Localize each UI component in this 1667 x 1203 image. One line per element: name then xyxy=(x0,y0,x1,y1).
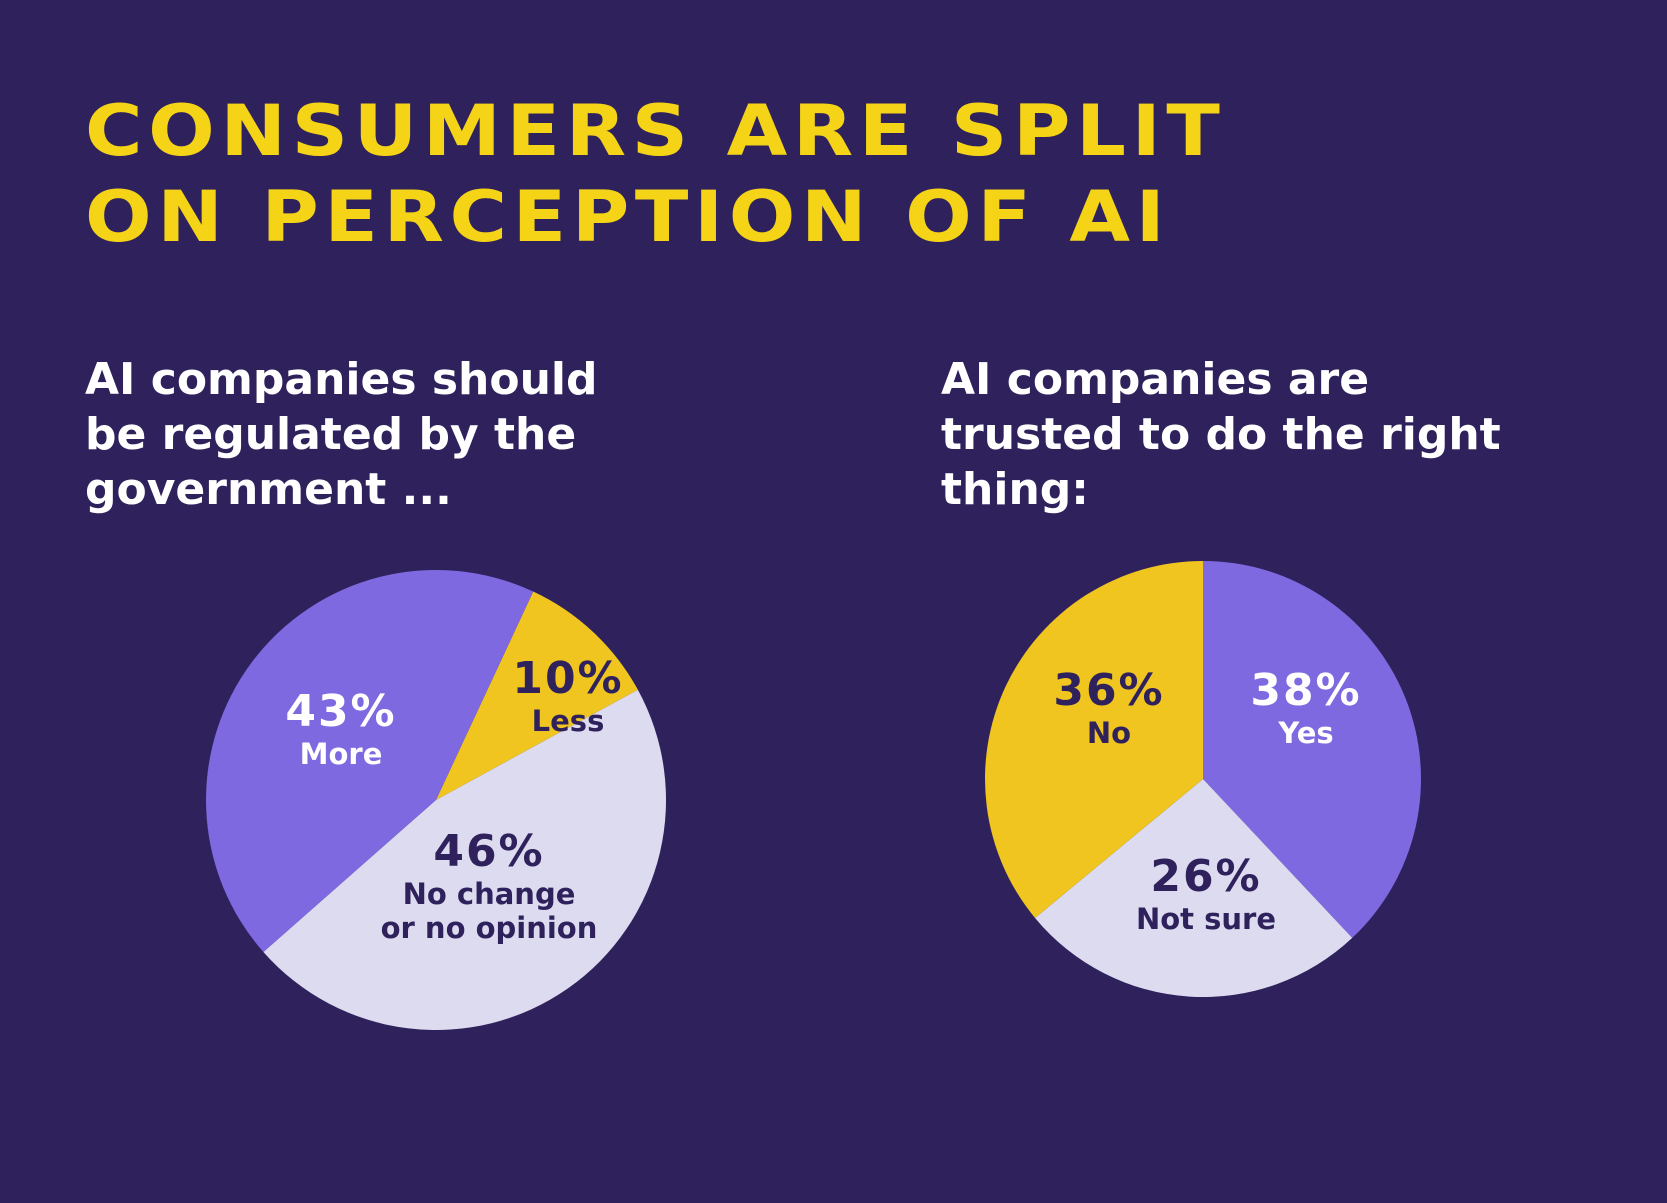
pie-chart-trust: 38%Yes 26%Not sure 36%No xyxy=(985,561,1422,998)
pie-1-slice-no-change-or-no-opinion xyxy=(263,689,667,1031)
pie-2-slice-not-sure xyxy=(1035,779,1353,998)
pie-1-category-label-no-change-or-no-opinion: No change xyxy=(403,877,576,911)
pie-2-pct-label-yes: 38% xyxy=(1250,665,1361,716)
pie-2-pct-label-not-sure: 26% xyxy=(1150,851,1261,902)
pie-1-category-label-no-change-or-no-opinion: or no opinion xyxy=(381,911,598,945)
page-title: CONSUMERS ARE SPLIT ON PERCEPTION OF AI xyxy=(85,88,1225,260)
title-line-2: ON PERCEPTION OF AI xyxy=(85,176,1171,258)
pie-1-pct-label-no-change-or-no-opinion: 46% xyxy=(433,826,544,877)
pie-1-category-label-more: More xyxy=(300,737,383,771)
pie-2-category-label-yes: Yes xyxy=(1277,716,1333,750)
pie-2-slice-yes xyxy=(1203,561,1422,938)
chart-1-title: AI companies should be regulated by the … xyxy=(85,354,598,515)
pie-1-pct-label-less: 10% xyxy=(512,653,623,704)
chart-2-title: AI companies are trusted to do the right… xyxy=(941,354,1501,515)
pie-1-slice-more xyxy=(206,570,534,952)
pie-2-slice-no xyxy=(985,561,1203,918)
pie-2-pct-label-no: 36% xyxy=(1053,665,1164,716)
pie-2-category-label-not-sure: Not sure xyxy=(1136,902,1276,936)
title-line-1: CONSUMERS ARE SPLIT xyxy=(85,90,1226,172)
pie-1-slice-less xyxy=(436,591,638,800)
pie-1-pct-label-more: 43% xyxy=(285,686,396,737)
pie-1-category-label-less: Less xyxy=(532,704,605,738)
pie-2-category-label-no: No xyxy=(1087,716,1131,750)
